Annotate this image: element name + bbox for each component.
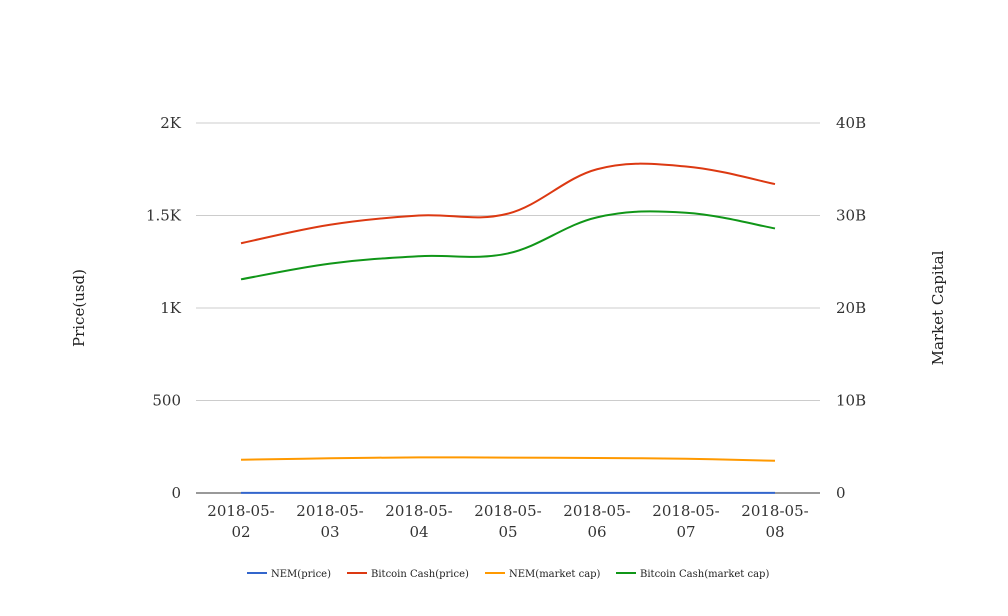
x-tick-label-line: 2018-05- — [474, 502, 541, 520]
x-tick-label-line: 2018-05- — [563, 502, 630, 520]
legend-label: NEM(market cap) — [509, 569, 601, 580]
series-line-bitcoin-cash-market-cap — [240, 210, 776, 281]
right-y-axis-ticks: 0 10B 20B 30B 40B — [836, 114, 866, 502]
series-lines — [240, 162, 776, 494]
left-tick-label: 0 — [171, 484, 181, 502]
x-tick-label: 2018-05- 04 — [385, 502, 452, 541]
x-tick-label-line: 05 — [498, 523, 517, 541]
x-tick-label-line: 06 — [587, 523, 606, 541]
x-tick-label: 2018-05- 02 — [207, 502, 274, 541]
x-tick-label: 2018-05- 06 — [563, 502, 630, 541]
legend-item-nem-market-cap[interactable]: NEM(market cap) — [485, 569, 601, 580]
x-tick-label-line: 2018-05- — [652, 502, 719, 520]
grid-lines — [196, 122, 820, 494]
left-tick-label: 500 — [152, 392, 181, 410]
legend-item-bitcoin-cash-price[interactable]: Bitcoin Cash(price) — [347, 569, 469, 580]
right-tick-label: 30B — [836, 207, 866, 225]
legend-label: Bitcoin Cash(price) — [371, 569, 469, 580]
x-tick-label-line: 2018-05- — [296, 502, 363, 520]
left-tick-label: 1.5K — [146, 207, 182, 225]
x-axis-ticks: 2018-05- 02 2018-05- 03 2018-05- 04 2018-05- 05… — [207, 502, 808, 541]
x-tick-label: 2018-05- 03 — [296, 502, 363, 541]
x-tick-label-line: 03 — [320, 523, 339, 541]
x-tick-label: 2018-05- 07 — [652, 502, 719, 541]
legend-item-nem-price[interactable]: NEM(price) — [247, 569, 331, 580]
x-tick-label: 2018-05- 05 — [474, 502, 541, 541]
right-axis-title: Market Capital — [929, 250, 947, 365]
x-tick-label-line: 04 — [409, 523, 428, 541]
left-y-axis-ticks: 0 500 1K 1.5K 2K — [146, 114, 182, 502]
legend: NEM(price) Bitcoin Cash(price) NEM(market … — [247, 569, 769, 580]
series-line-bitcoin-cash-price — [240, 162, 776, 245]
x-tick-label-line: 2018-05- — [207, 502, 274, 520]
x-tick-label-line: 07 — [676, 523, 695, 541]
left-tick-label: 1K — [160, 299, 182, 317]
left-tick-label: 2K — [160, 114, 182, 132]
right-tick-label: 0 — [836, 484, 846, 502]
right-tick-label: 20B — [836, 299, 866, 317]
right-tick-label: 10B — [836, 392, 866, 410]
left-axis-title: Price(usd) — [70, 269, 88, 347]
x-tick-label-line: 02 — [231, 523, 250, 541]
x-tick-label-line: 08 — [765, 523, 784, 541]
legend-item-bitcoin-cash-market-cap[interactable]: Bitcoin Cash(market cap) — [616, 569, 769, 580]
x-tick-label: 2018-05- 08 — [741, 502, 808, 541]
x-tick-label-line: 2018-05- — [385, 502, 452, 520]
x-tick-label-line: 2018-05- — [741, 502, 808, 520]
legend-label: NEM(price) — [271, 569, 331, 580]
legend-label: Bitcoin Cash(market cap) — [640, 569, 769, 580]
right-tick-label: 40B — [836, 114, 866, 132]
series-line-nem-market-cap — [240, 456, 776, 462]
